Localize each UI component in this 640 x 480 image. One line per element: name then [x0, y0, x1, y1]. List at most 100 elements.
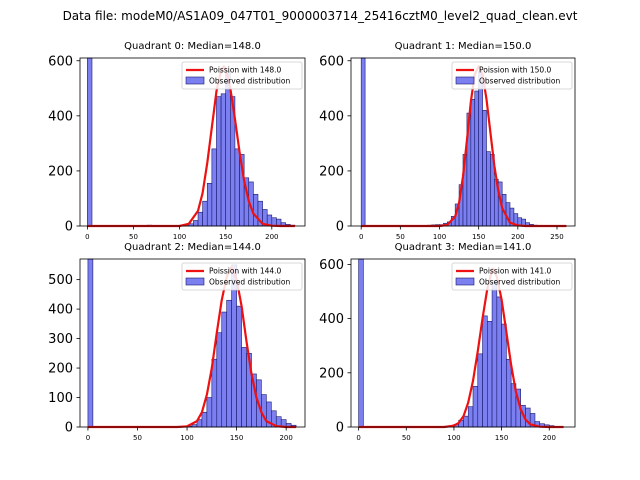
- histogram-bar: [216, 96, 222, 227]
- x-tick-label: 200: [511, 233, 524, 241]
- y-tick-label: 400: [48, 303, 73, 318]
- x-tick-label: 200: [265, 233, 278, 241]
- y-tick-label: 0: [65, 220, 73, 235]
- histogram-bar: [236, 305, 242, 428]
- x-tick-label: 200: [279, 434, 292, 442]
- histogram-bar: [477, 353, 483, 428]
- y-tick-label: 400: [319, 109, 344, 124]
- histogram-bar: [358, 258, 364, 428]
- histogram-bar: [496, 296, 502, 428]
- quadrant-1-title: Quadrant 1: Median=150.0: [395, 41, 532, 52]
- quadrant-1-panel: Quadrant 1: Median=150.0 0 50 100 150 200 250 0…: [319, 41, 576, 241]
- histogram-bar: [487, 321, 493, 428]
- histogram-bar: [87, 258, 94, 428]
- histogram-bar: [474, 90, 479, 227]
- histogram-bar: [202, 200, 208, 227]
- histogram-bar: [206, 397, 213, 428]
- quadrant-0-legend: Poission with 148.0 Observed distribution: [181, 61, 303, 90]
- legend-poisson-label: Poission with 150.0: [479, 66, 552, 75]
- histogram-bar: [467, 406, 474, 428]
- quadrant-3-panel: Quadrant 3: Median=141.0 0 50 100 150 200 0 200…: [319, 242, 576, 442]
- axes-frame: [350, 57, 576, 227]
- y-tick-label: 400: [48, 109, 73, 124]
- legend-histogram-swatch: [455, 76, 475, 85]
- x-tick-label: 50: [396, 233, 405, 241]
- quadrant-1-histogram: [360, 57, 546, 227]
- legend-box: [181, 262, 303, 291]
- x-tick-label: 200: [543, 434, 556, 442]
- histogram-bar: [360, 57, 366, 227]
- quadrant-3-legend: Poission with 141.0 Observed distribution: [451, 262, 573, 291]
- y-tick-label: 500: [48, 273, 73, 288]
- legend-histogram-swatch: [185, 76, 205, 85]
- y-tick-label: 200: [48, 164, 73, 179]
- y-tick-label: 200: [319, 366, 344, 381]
- legend-box: [451, 61, 573, 90]
- legend-poisson-label: Poission with 141.0: [479, 267, 552, 276]
- histogram-bar: [463, 415, 469, 428]
- y-tick-label: 300: [48, 332, 73, 347]
- x-tick-label: 100: [180, 434, 193, 442]
- quadrant-2-panel: Quadrant 2: Median=144.0 0 50 100 150 200 0 100…: [48, 242, 306, 442]
- histogram-bar: [470, 99, 476, 227]
- x-tick-label: 0: [356, 434, 360, 442]
- legend-histogram-label: Observed distribution: [209, 278, 290, 287]
- y-tick-label: 200: [319, 164, 344, 179]
- histogram-bar: [482, 110, 487, 227]
- histogram-bar: [221, 311, 227, 428]
- y-tick-label: 0: [65, 421, 73, 436]
- histogram-bar: [206, 183, 213, 227]
- x-tick-label: 50: [402, 434, 411, 442]
- poisson-curve: [358, 267, 564, 429]
- histogram-bar: [234, 148, 240, 227]
- histogram-bar: [197, 211, 203, 227]
- histogram-bar: [472, 386, 479, 428]
- legend-box: [451, 262, 573, 291]
- x-tick-label: 100: [433, 233, 446, 241]
- histogram-bar: [201, 411, 208, 428]
- histogram-bar: [87, 57, 93, 227]
- histogram-bar: [482, 315, 488, 428]
- y-tick-label: 0: [336, 220, 344, 235]
- y-tick-label: 0: [336, 421, 344, 436]
- legend-histogram-label: Observed distribution: [479, 278, 560, 287]
- legend-poisson-label: Poission with 148.0: [209, 66, 282, 75]
- figure-suptitle: Data file: modeM0/AS1A09_047T01_90000037…: [63, 9, 578, 23]
- histogram-bar: [501, 323, 507, 428]
- histogram-bar: [491, 280, 498, 428]
- axes-frame: [350, 258, 576, 428]
- subplot-grid: Quadrant 0: Median=148.0 0 50 100 150 200 0 200…: [48, 41, 576, 442]
- quadrant-2-title: Quadrant 2: Median=144.0: [124, 242, 261, 253]
- x-tick-label: 100: [447, 434, 460, 442]
- x-tick-label: 0: [86, 434, 90, 442]
- y-tick-label: 600: [48, 54, 73, 69]
- legend-box: [181, 61, 303, 90]
- y-tick-label: 600: [319, 54, 344, 69]
- histogram-bar: [478, 71, 483, 227]
- x-tick-label: 150: [230, 434, 243, 442]
- y-tick-label: 400: [319, 312, 344, 327]
- x-tick-label: 150: [495, 434, 508, 442]
- histogram-bar: [193, 220, 199, 227]
- legend-histogram-swatch: [185, 277, 205, 286]
- legend-histogram-swatch: [455, 277, 475, 286]
- x-tick-label: 50: [133, 434, 142, 442]
- histogram-bar: [506, 358, 512, 428]
- x-tick-label: 0: [359, 233, 363, 241]
- legend-histogram-label: Observed distribution: [209, 77, 290, 86]
- histogram-bar: [226, 299, 232, 428]
- quadrant-3-title: Quadrant 3: Median=141.0: [395, 242, 532, 253]
- histogram-bar: [216, 332, 223, 428]
- x-tick-label: 0: [85, 233, 89, 241]
- x-tick-label: 150: [219, 233, 232, 241]
- legend-histogram-label: Observed distribution: [479, 77, 560, 86]
- histogram-bar: [261, 394, 267, 428]
- x-tick-label: 250: [550, 233, 563, 241]
- y-tick-label: 200: [48, 362, 73, 377]
- histogram-bar: [225, 71, 231, 227]
- y-tick-label: 100: [48, 391, 73, 406]
- legend-poisson-label: Poission with 144.0: [209, 267, 282, 276]
- poisson-curve: [87, 65, 295, 228]
- histogram-bar: [253, 194, 259, 227]
